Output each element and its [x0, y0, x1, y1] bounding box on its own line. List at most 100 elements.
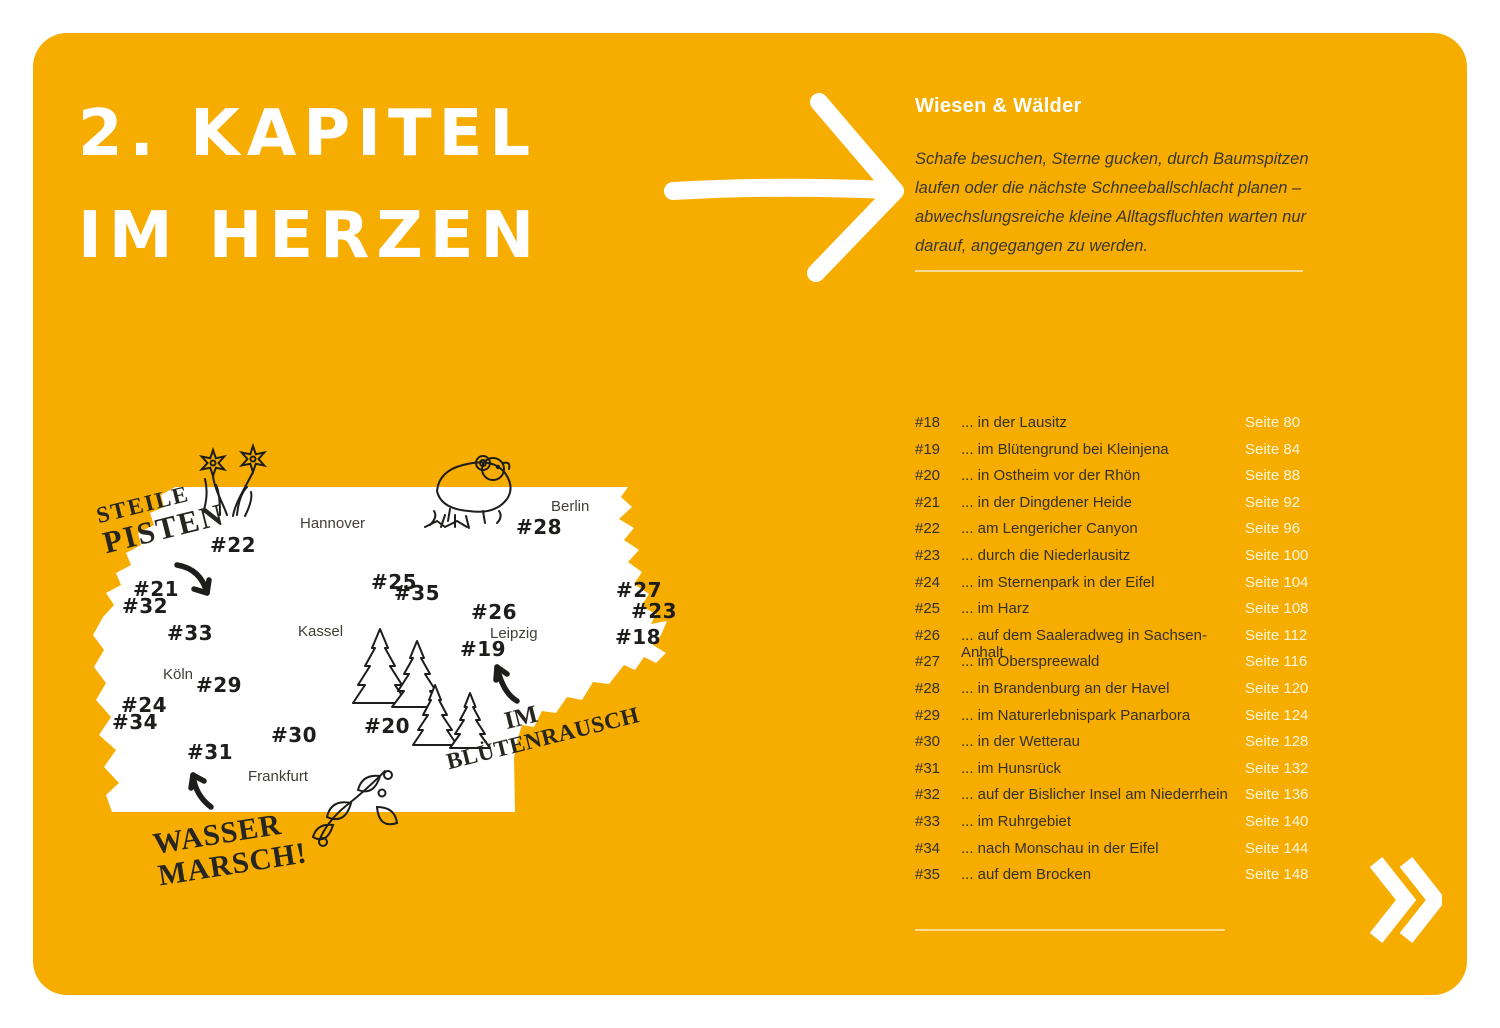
- toc-page: Seite 104: [1245, 573, 1309, 591]
- toc-entry: #21 ... in der Dingdener Heide Seite 92: [915, 494, 1311, 521]
- toc-entry: #31 ... im Hunsrück Seite 132: [915, 760, 1311, 787]
- map-marker-29: #29: [196, 673, 243, 697]
- toc-entry: #23 ... durch die Niederlausitz Seite 100: [915, 547, 1311, 574]
- sheep-illustration: [424, 455, 512, 529]
- toc-page: Seite 148: [1245, 866, 1309, 884]
- map-marker-27: #27: [616, 578, 663, 602]
- toc-entry: #24 ... im Sternenpark in der Eifel Seite …: [915, 574, 1311, 601]
- map-marker-21: #21: [133, 577, 180, 601]
- toc-page: Seite 96: [1245, 520, 1301, 538]
- table-of-contents: #18 ... in der Lausitz Seite 80 #19 ... im …: [915, 414, 1311, 893]
- toc-number: #19: [915, 440, 941, 458]
- toc-number: #31: [915, 759, 941, 777]
- map-arrow-up-icon: [188, 772, 214, 810]
- page-title-line1: 2. KAPITEL: [78, 97, 538, 171]
- toc-title: ... in Ostheim vor der Rhön: [961, 467, 1141, 485]
- toc-entry: #27 ... im Oberspreewald Seite 116: [915, 653, 1311, 680]
- toc-title: ... nach Monschau in der Eifel: [961, 839, 1159, 857]
- toc-entry: #30 ... in der Wetterau Seite 128: [915, 733, 1311, 760]
- section-category: Wiesen & Wälder: [915, 95, 1082, 117]
- map-marker-18: #18: [615, 625, 662, 649]
- toc-page: Seite 112: [1245, 626, 1308, 644]
- toc-entry: #32 ... auf der Bislicher Insel am Nieder…: [915, 786, 1311, 813]
- toc-title: ... im Ruhrgebiet: [961, 812, 1072, 830]
- toc-number: #32: [915, 786, 941, 804]
- map-marker-22: #22: [210, 533, 257, 557]
- toc-number: #20: [915, 467, 941, 485]
- map-marker-30: #30: [271, 723, 318, 747]
- toc-number: #34: [915, 839, 941, 857]
- toc-number: #27: [915, 653, 941, 671]
- toc-page: Seite 116: [1245, 653, 1308, 671]
- plant-branch-illustration: [311, 770, 399, 847]
- map-marker-24: #24: [121, 693, 168, 717]
- map-arrow-upright-icon: [493, 664, 520, 704]
- toc-page: Seite 120: [1245, 679, 1309, 697]
- map-marker-28: #28: [516, 515, 563, 539]
- toc-number: #18: [915, 414, 941, 431]
- toc-entry: #22 ... am Lengericher Canyon Seite 96: [915, 520, 1311, 547]
- toc-number: #28: [915, 679, 941, 697]
- toc-number: #33: [915, 812, 941, 830]
- toc-page: Seite 84: [1245, 440, 1301, 458]
- toc-entry: #19 ... im Blütengrund bei Kleinjena Seite…: [915, 441, 1311, 468]
- toc-page: Seite 124: [1245, 706, 1309, 724]
- map-marker-34: #34: [112, 710, 159, 734]
- toc-title: ... in der Dingdener Heide: [961, 493, 1132, 511]
- page-title: 2. KAPITEL IM HERZEN: [78, 83, 638, 287]
- arrow-right-icon: [664, 93, 904, 282]
- page-title-line2: IM HERZEN: [78, 199, 542, 273]
- toc-title: ... auf dem Saaleradweg in Sachsen-Anhal…: [961, 626, 1207, 661]
- city-label-hannover: Hannover: [300, 515, 366, 532]
- city-label-berlin: Berlin: [551, 498, 590, 515]
- toc-number: #29: [915, 706, 941, 724]
- toc-entry: #35 ... auf dem Brocken Seite 148: [915, 866, 1311, 893]
- map-marker-32: #32: [122, 594, 169, 618]
- city-label-frankfurt: Frankfurt: [248, 768, 309, 785]
- divider-bottom: [915, 929, 1225, 931]
- toc-page: Seite 136: [1245, 786, 1309, 804]
- toc-page: Seite 144: [1245, 839, 1309, 857]
- toc-page: Seite 92: [1245, 493, 1301, 511]
- toc-title: ... im Harz: [961, 600, 1030, 618]
- map-marker-35: #35: [394, 581, 441, 605]
- toc-title: ... durch die Niederlausitz: [961, 546, 1131, 564]
- city-label-kassel: Kassel: [298, 623, 344, 640]
- toc-entry: #34 ... nach Monschau in der Eifel Seite 1…: [915, 840, 1311, 867]
- map-marker-26: #26: [471, 600, 518, 624]
- toc-page: Seite 100: [1245, 546, 1309, 564]
- germany-map: #18 #19 #20 #21 #22 #23 #24 #25 #26 #27 …: [85, 443, 697, 892]
- toc-entry: #29 ... im Naturerlebnispark Panarbora Sei…: [915, 707, 1311, 734]
- map-marker-25: #25: [371, 570, 418, 594]
- toc-number: #26: [915, 626, 941, 644]
- toc-page: Seite 80: [1245, 414, 1301, 431]
- divider-top: [915, 270, 1303, 272]
- toc-title: ... auf der Bislicher Insel am Niederrhe…: [961, 786, 1228, 804]
- toc-title: ... im Naturerlebnispark Panarbora: [961, 706, 1191, 724]
- toc-title: ... im Blütengrund bei Kleinjena: [961, 440, 1169, 458]
- toc-number: #35: [915, 866, 941, 884]
- toc-entry: #33 ... im Ruhrgebiet Seite 140: [915, 813, 1311, 840]
- chapter-page: 2. KAPITEL IM HERZEN Wiesen & Wälder Sch…: [33, 33, 1467, 995]
- toc-title: ... im Sternenpark in der Eifel: [961, 573, 1155, 591]
- map-marker-31: #31: [187, 740, 234, 764]
- toc-number: #23: [915, 546, 941, 564]
- toc-number: #24: [915, 573, 941, 591]
- double-chevron-right-icon[interactable]: [1366, 853, 1442, 947]
- toc-title: ... am Lengericher Canyon: [961, 520, 1138, 538]
- toc-page: Seite 128: [1245, 733, 1309, 751]
- toc-title: ... in der Lausitz: [961, 414, 1067, 431]
- city-label-koeln: Köln: [163, 666, 194, 683]
- toc-page: Seite 140: [1245, 812, 1309, 830]
- map-artwork: [93, 443, 667, 847]
- toc-entry: #18 ... in der Lausitz Seite 80: [915, 414, 1311, 441]
- toc-title: ... in Brandenburg an der Havel: [961, 679, 1170, 697]
- toc-title: ... auf dem Brocken: [961, 866, 1092, 884]
- toc-page: Seite 132: [1245, 759, 1309, 777]
- toc-page: Seite 88: [1245, 467, 1301, 485]
- daffodil-illustration: [198, 443, 268, 517]
- map-marker-19: #19: [460, 637, 507, 661]
- map-marker-20: #20: [364, 714, 411, 738]
- map-marker-23: #23: [631, 599, 678, 623]
- toc-title: ... im Oberspreewald: [961, 653, 1100, 671]
